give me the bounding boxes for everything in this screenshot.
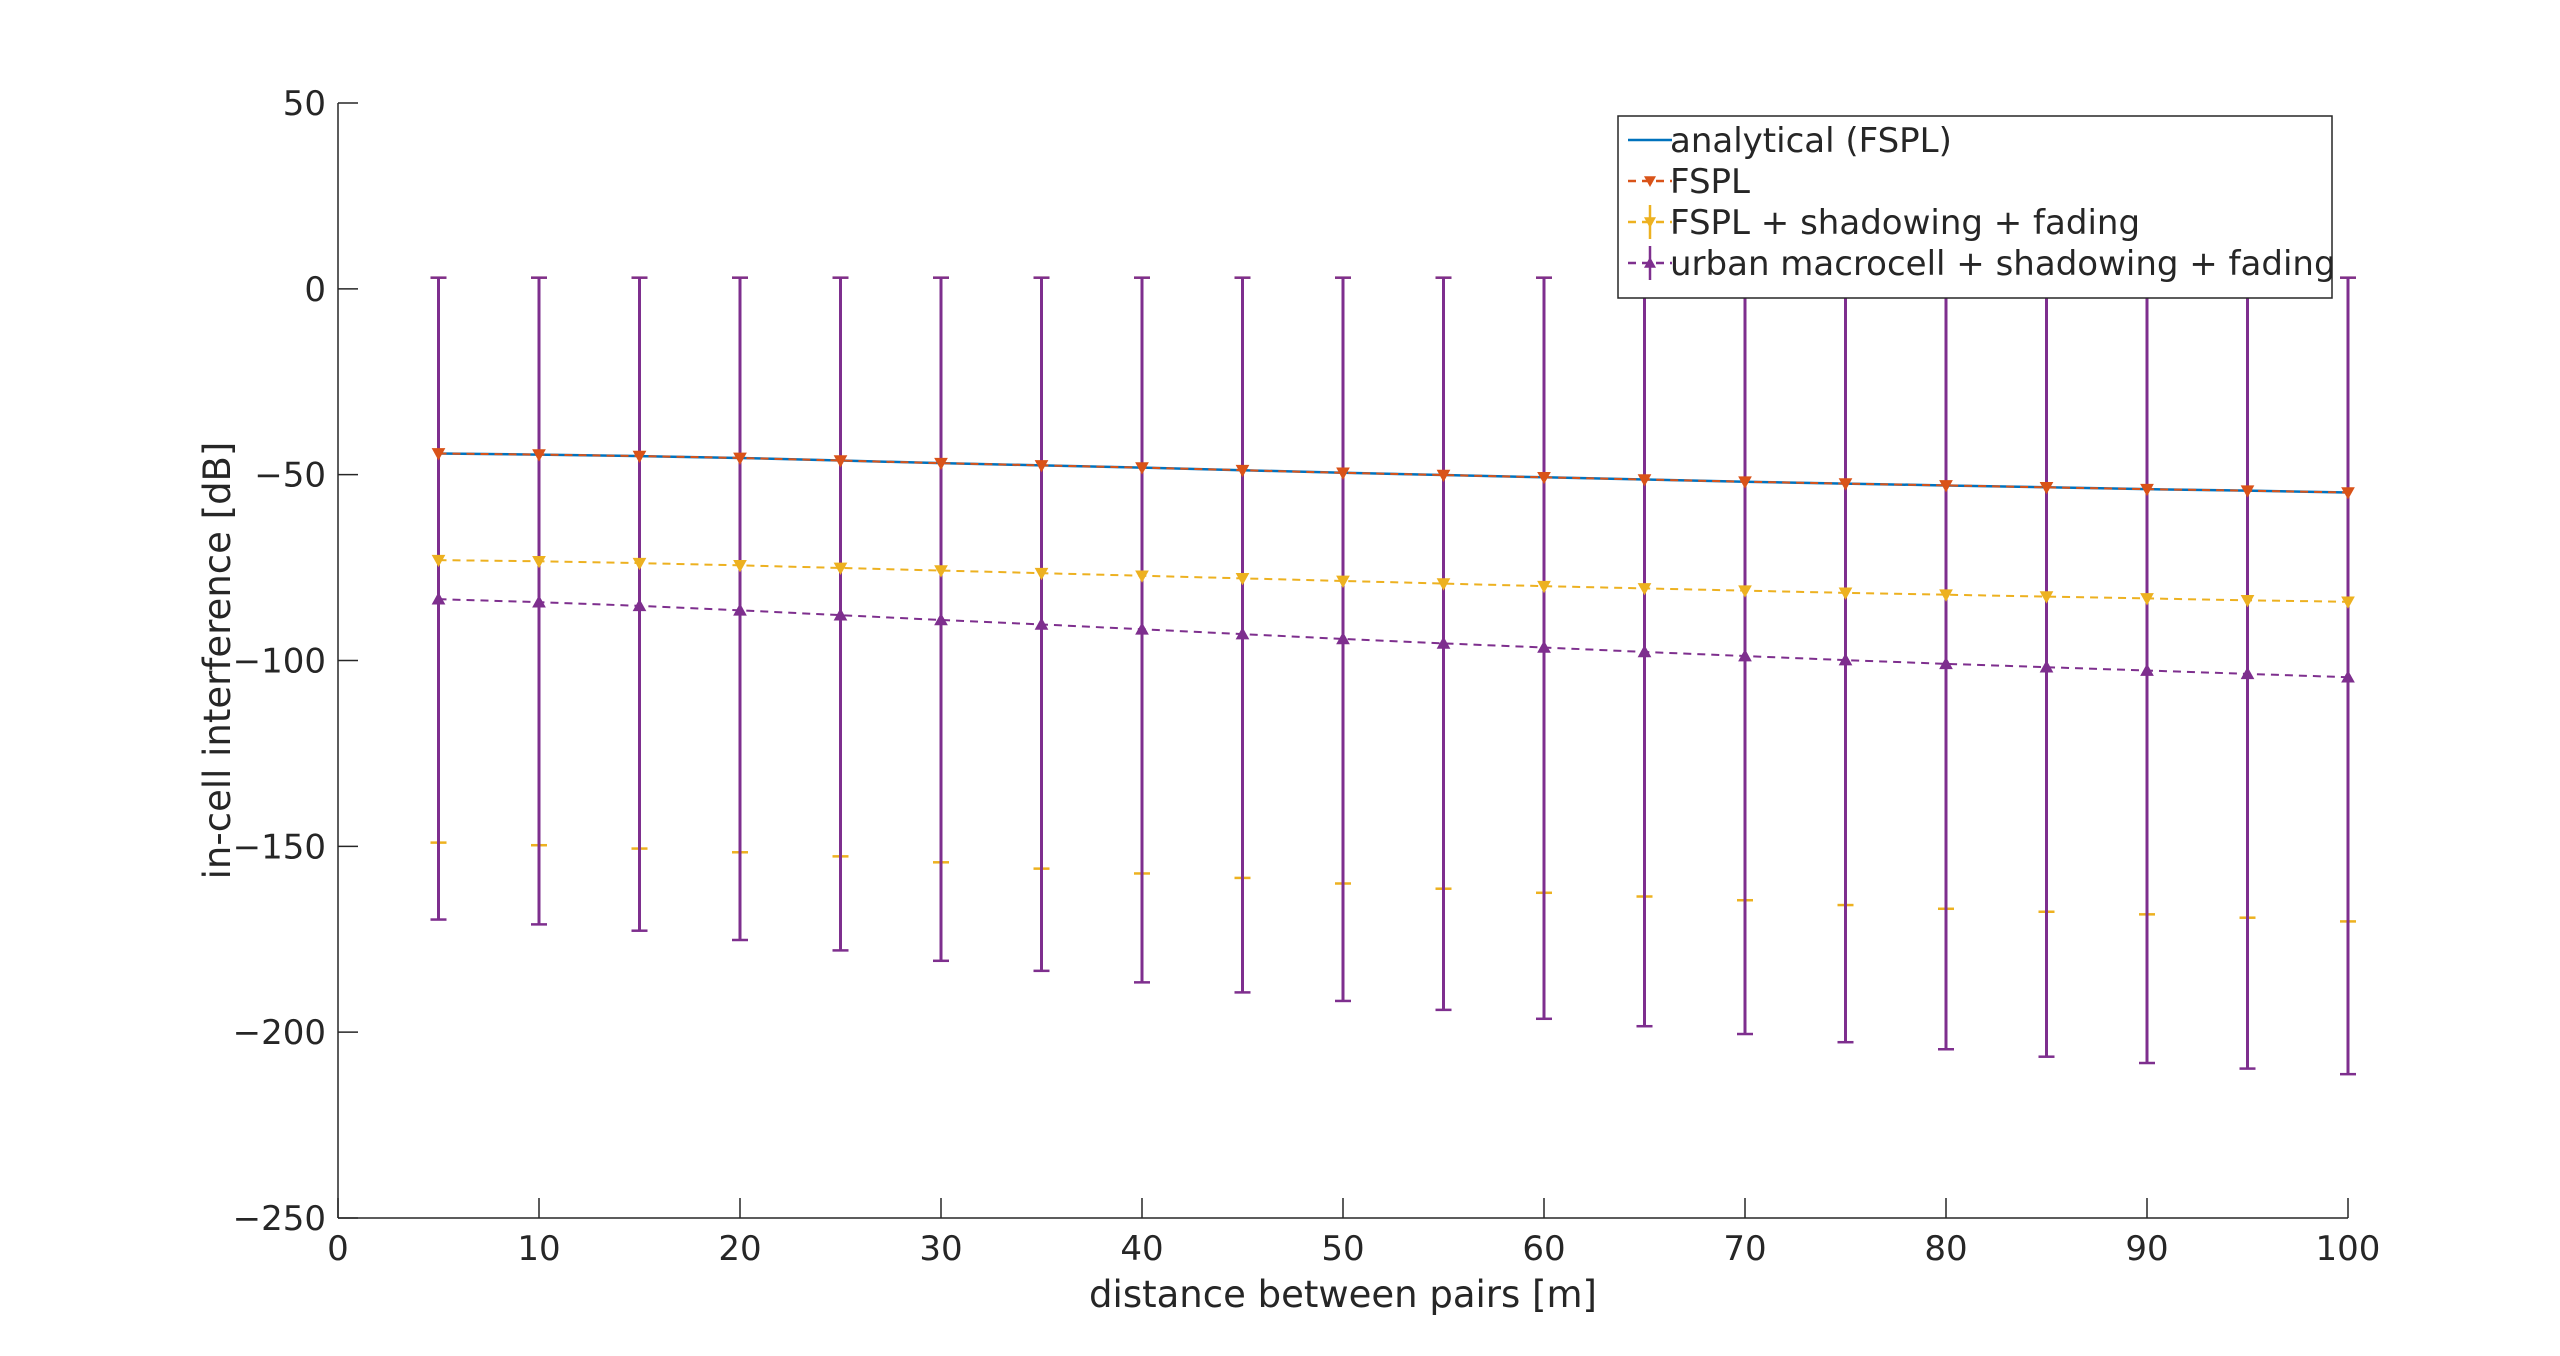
- legend-marker-urban-macrocell-shadowing-fading: [1644, 257, 1656, 268]
- fspl-shadowing-fading-marker: [431, 554, 446, 568]
- fspl-marker: [733, 452, 747, 465]
- x-tick-label: 0: [327, 1229, 349, 1269]
- fspl-marker: [1135, 462, 1149, 475]
- urban-macrocell-shadowing-fading-marker: [532, 595, 546, 608]
- fspl-shadowing-fading-marker: [1637, 583, 1652, 596]
- legend-marker-fspl-shadowing-fading: [1644, 217, 1656, 228]
- x-tick-label: 100: [2316, 1229, 2381, 1269]
- x-tick-label: 10: [517, 1229, 560, 1269]
- urban-macrocell-shadowing-fading-marker: [833, 608, 848, 621]
- urban-macrocell-shadowing-fading-marker: [2341, 670, 2355, 683]
- x-tick-label: 40: [1120, 1229, 1163, 1269]
- fspl-marker: [431, 448, 446, 461]
- urban-macrocell-shadowing-fading-marker: [1436, 636, 1451, 649]
- urban-macrocell-shadowing-fading-marker: [1034, 617, 1049, 630]
- fspl-marker: [632, 450, 647, 464]
- fspl-marker: [2240, 485, 2255, 498]
- y-tick-label: 50: [283, 84, 326, 124]
- series-lines-group: [438, 452, 2349, 679]
- x-tick-label: 80: [1924, 1229, 1967, 1269]
- x-axis-label: distance between pairs [m]: [1089, 1273, 1597, 1316]
- x-tick-label: 30: [919, 1229, 962, 1269]
- urban-macrocell-shadowing-fading-marker: [1537, 640, 1551, 653]
- fspl-shadowing-fading-marker: [2140, 593, 2154, 606]
- urban-macrocell-shadowing-fading-marker: [1939, 656, 1953, 670]
- fspl-marker: [1738, 476, 1752, 489]
- y-tick-label: −100: [233, 642, 326, 682]
- urban-macrocell-shadowing-fading-line: [438, 598, 2349, 679]
- fspl-shadowing-fading-marker: [2341, 596, 2355, 609]
- fspl-marker: [2140, 483, 2154, 497]
- urban-macrocell-shadowing-fading-marker: [431, 592, 446, 605]
- y-tick-label: 0: [304, 270, 326, 310]
- y-axis-label: in-cell interference [dB]: [196, 442, 239, 880]
- fspl-shadowing-fading-marker: [1738, 585, 1752, 598]
- urban-macrocell-shadowing-fading-marker: [2240, 666, 2255, 680]
- y-tick-label: −150: [233, 827, 326, 867]
- fspl-marker: [1637, 474, 1652, 487]
- fspl-shadowing-fading-marker: [2039, 591, 2054, 604]
- fspl-shadowing-fading-line: [438, 559, 2349, 603]
- fspl-shadowing-fading-marker: [1135, 570, 1149, 583]
- fspl-marker: [1336, 467, 1350, 480]
- fspl-shadowing-fading-marker: [934, 565, 948, 578]
- fspl-shadowing-fading-marker: [1436, 578, 1451, 591]
- urban-macrocell-shadowing-fading-marker: [1637, 644, 1652, 658]
- fspl-shadowing-fading-marker: [833, 562, 848, 575]
- y-tick-label: −200: [233, 1013, 326, 1053]
- urban-macrocell-shadowing-fading-marker: [1235, 627, 1250, 640]
- urban-macrocell-shadowing-fading-marker: [934, 612, 948, 626]
- legend-marker-fspl: [1644, 176, 1656, 187]
- fspl-shadowing-fading-marker: [1838, 587, 1853, 600]
- fspl-shadowing-fading-marker: [2240, 594, 2255, 608]
- x-tick-label: 90: [2125, 1229, 2168, 1269]
- fspl-shadowing-fading-marker: [632, 557, 647, 571]
- fspl-marker: [1838, 478, 1853, 491]
- fspl-shadowing-fading-marker: [1537, 580, 1551, 594]
- legend-label-urban-macrocell-shadowing-fading: urban macrocell + shadowing + fading: [1670, 244, 2336, 284]
- urban-macrocell-shadowing-fading-marker: [2039, 660, 2054, 673]
- fspl-shadowing-fading-marker: [1034, 567, 1049, 581]
- fspl-marker: [1537, 471, 1551, 485]
- legend-label-analytical-fspl: analytical (FSPL): [1670, 121, 1952, 161]
- urban-macrocell-shadowing-fading-marker: [632, 598, 647, 612]
- fspl-shadowing-fading-marker: [1336, 575, 1350, 588]
- urban-macrocell-shadowing-fading-marker: [1336, 631, 1350, 645]
- fspl-marker: [1436, 469, 1451, 483]
- urban-macrocell-shadowing-fading-marker: [1738, 649, 1752, 662]
- fspl-marker: [1235, 464, 1250, 478]
- legend-label-fspl: FSPL: [1670, 162, 1750, 202]
- x-tick-label: 50: [1321, 1229, 1364, 1269]
- y-tick-label: −250: [233, 1199, 326, 1239]
- fspl-shadowing-fading-marker: [1939, 589, 1953, 602]
- urban-macrocell-shadowing-fading-marker: [1135, 622, 1149, 635]
- legend-label-fspl-shadowing-fading: FSPL + shadowing + fading: [1670, 203, 2140, 243]
- x-tick-label: 60: [1522, 1229, 1565, 1269]
- fspl-shadowing-fading-marker: [1235, 573, 1250, 586]
- fspl-marker: [532, 449, 546, 462]
- fspl-marker: [934, 457, 948, 471]
- series-markers-group: [431, 448, 2355, 683]
- fspl-line: [438, 452, 2349, 494]
- urban-macrocell-shadowing-fading-marker: [733, 603, 747, 616]
- fspl-shadowing-fading-marker: [532, 555, 546, 569]
- fspl-marker: [2039, 482, 2054, 495]
- fspl-marker: [1034, 460, 1049, 473]
- fspl-marker: [2341, 487, 2355, 500]
- legend-box: [1617, 115, 2333, 299]
- x-tick-label: 20: [718, 1229, 761, 1269]
- fspl-marker: [833, 455, 848, 468]
- fspl-shadowing-fading-marker: [733, 560, 747, 573]
- urban-macrocell-shadowing-fading-marker: [2140, 663, 2154, 676]
- axes-group: 0 10 20 30 40 50 60 70 80 90 100 −250 −200 −150 −100 −5…: [233, 84, 2381, 1269]
- fspl-marker: [1939, 480, 1953, 493]
- urban-macrocell-shadowing-fading-marker: [1838, 653, 1853, 666]
- y-tick-label: −50: [254, 456, 326, 496]
- x-tick-label: 70: [1723, 1229, 1766, 1269]
